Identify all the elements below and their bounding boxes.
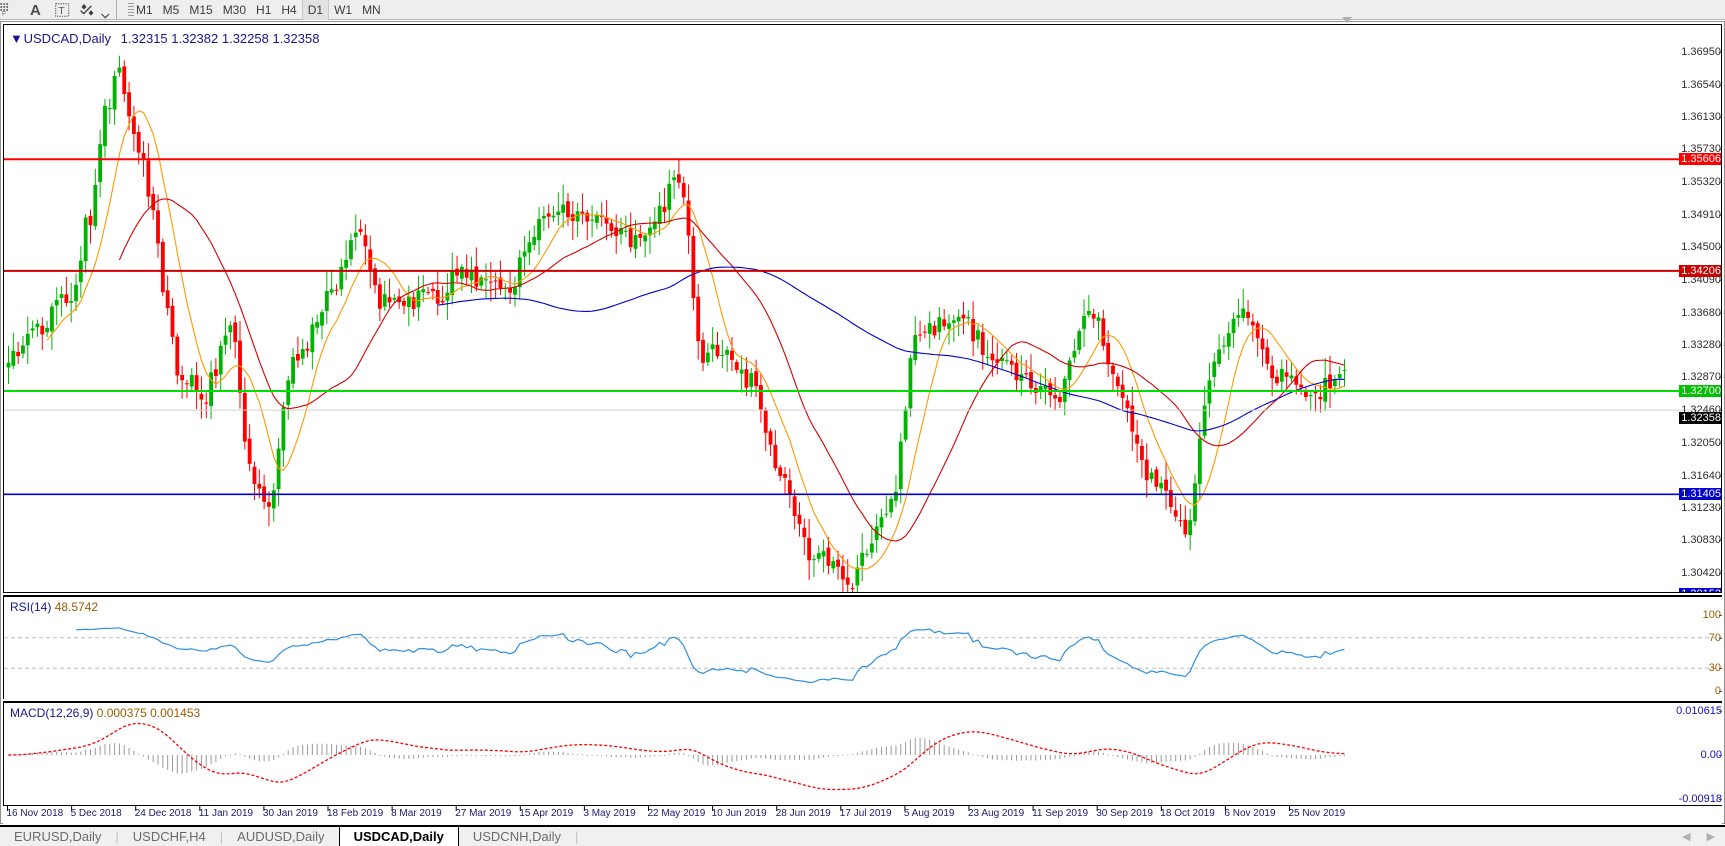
svg-text:F: F <box>2 11 6 17</box>
svg-text:T: T <box>58 5 65 17</box>
